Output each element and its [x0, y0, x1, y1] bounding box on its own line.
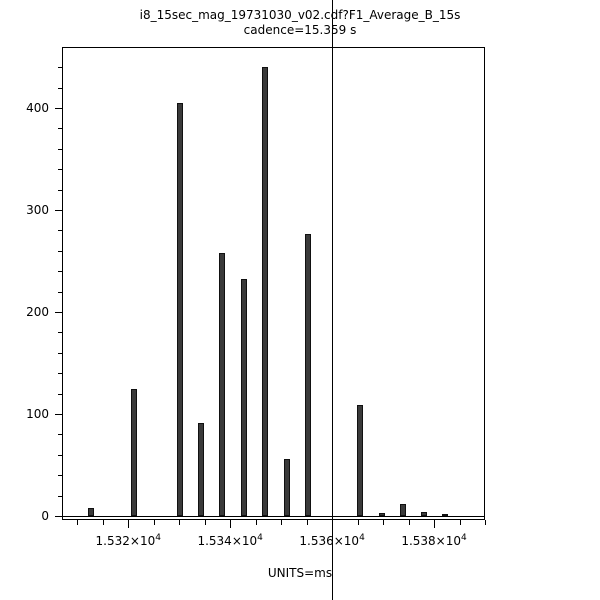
x-tick-minor — [153, 520, 155, 525]
x-tick-minor — [102, 520, 104, 525]
y-tick-minor — [58, 128, 63, 130]
y-tick-label: 300 — [26, 203, 49, 217]
y-tick-minor — [58, 67, 63, 69]
x-tick-minor — [408, 520, 410, 525]
chart-title-block: i8_15sec_mag_19731030_v02.cdf?F1_Average… — [0, 8, 600, 38]
y-tick-minor — [58, 189, 63, 191]
x-tick-minor — [77, 520, 79, 525]
y-tick-minor — [58, 332, 63, 334]
y-tick-minor — [58, 271, 63, 273]
y-tick-minor — [58, 393, 63, 395]
y-tick-label: 100 — [26, 407, 49, 421]
x-tick-minor — [281, 520, 283, 525]
y-tick-major — [55, 516, 63, 517]
y-tick-label: 400 — [26, 101, 49, 115]
x-tick-label: 1.538×104 — [401, 533, 467, 549]
y-tick-minor — [58, 454, 63, 456]
y-tick-minor — [58, 291, 63, 293]
plot-area — [62, 47, 485, 520]
y-tick-minor — [58, 434, 63, 436]
y-tick-minor — [58, 87, 63, 89]
x-tick-minor — [357, 520, 359, 525]
x-tick-minor — [204, 520, 206, 525]
y-tick-minor — [58, 169, 63, 171]
chart-title-line-1: i8_15sec_mag_19731030_v02.cdf?F1_Average… — [139, 8, 461, 22]
chart-title-line-2: cadence=15.359 s — [243, 23, 357, 37]
y-tick-major — [55, 312, 63, 313]
x-tick-minor — [459, 520, 461, 525]
y-tick-minor — [58, 250, 63, 252]
x-tick-minor — [485, 520, 486, 525]
y-tick-minor — [58, 230, 63, 232]
y-tick-label: 0 — [41, 509, 49, 523]
x-tick-major — [434, 520, 436, 528]
y-tick-minor — [58, 373, 63, 375]
y-tick-major — [55, 414, 63, 415]
y-tick-minor — [58, 475, 63, 477]
x-tick-major — [128, 520, 130, 528]
x-tick-label: 1.534×104 — [197, 533, 263, 549]
y-tick-minor — [58, 495, 63, 497]
y-tick-minor — [58, 148, 63, 150]
y-tick-minor — [58, 352, 63, 354]
y-tick-label: 200 — [26, 305, 49, 319]
zero-baseline — [62, 516, 485, 517]
y-tick-major — [55, 210, 63, 211]
x-tick-major — [230, 520, 232, 528]
x-axis-units-label: UNITS=ms — [267, 566, 333, 580]
x-tick-minor — [179, 520, 181, 525]
vertical-cursor-line[interactable] — [332, 0, 334, 600]
x-tick-minor — [383, 520, 385, 525]
x-tick-label: 1.532×104 — [95, 533, 161, 549]
y-tick-major — [55, 108, 63, 109]
x-tick-label: 1.536×104 — [299, 533, 365, 549]
x-tick-minor — [306, 520, 308, 525]
x-tick-minor — [255, 520, 257, 525]
